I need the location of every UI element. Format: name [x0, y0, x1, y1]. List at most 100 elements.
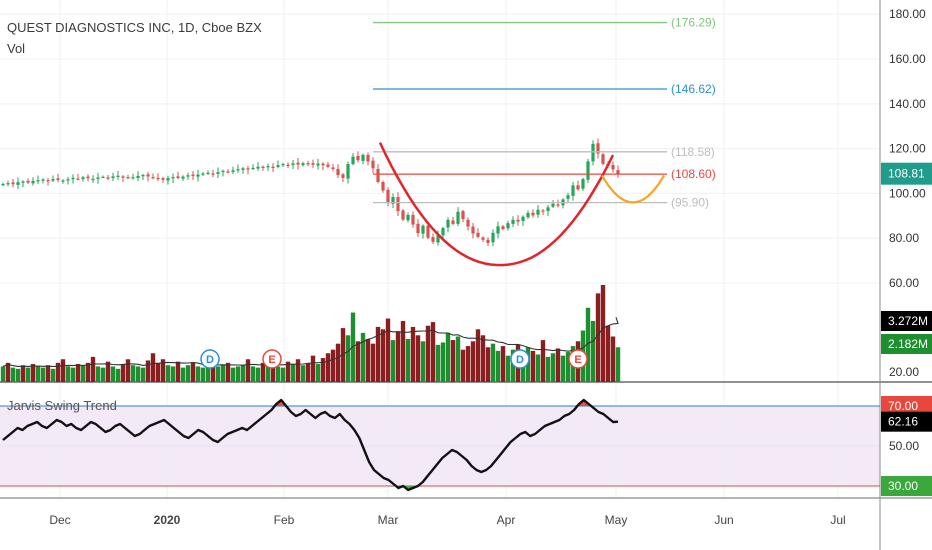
volume-bar: [140, 367, 146, 382]
candle-body: [411, 214, 415, 225]
volume-bar: [145, 360, 151, 382]
volume-bar: [160, 359, 166, 382]
event-marker-label: E: [574, 354, 581, 366]
volume-bar: [110, 366, 116, 382]
candle-body: [81, 177, 85, 180]
volume-bar: [485, 347, 491, 382]
candle-body: [501, 226, 505, 230]
volume-bar: [115, 368, 121, 382]
price-tick-label: 140.00: [889, 97, 926, 111]
volume-bar: [230, 367, 236, 382]
candle-body: [491, 232, 495, 243]
candle-body: [596, 143, 600, 154]
volume-bar: [510, 349, 516, 382]
candle-body: [166, 178, 170, 181]
candle-body: [71, 177, 75, 180]
volume-bar: [385, 318, 391, 382]
event-marker-circle: [262, 349, 282, 369]
volume-bar: [330, 349, 336, 382]
candle-body: [186, 175, 190, 177]
level-label: (146.62): [671, 82, 716, 96]
volume-bar: [400, 320, 406, 382]
candle-body: [556, 204, 560, 206]
volume-bar: [470, 341, 476, 382]
volume-bar: [210, 360, 216, 382]
volume-bar: [540, 340, 546, 382]
candle-body: [536, 209, 540, 215]
volume-bar: [260, 362, 266, 382]
volume-bar: [170, 366, 176, 382]
candle-body: [566, 195, 570, 199]
candle-body: [106, 177, 110, 179]
candle-body: [426, 225, 430, 238]
candle-body: [206, 172, 210, 175]
candle-body: [551, 203, 555, 207]
candle-body: [291, 163, 295, 165]
volume-bar: [290, 364, 296, 382]
volume-bar: [30, 364, 36, 382]
candle-body: [11, 182, 15, 185]
candle-body: [396, 196, 400, 212]
candle-body: [41, 179, 45, 181]
candle-body: [311, 163, 315, 165]
volume-bar: [60, 359, 66, 382]
candle-body: [301, 163, 305, 166]
candle-body: [366, 154, 370, 162]
volume-bar: [545, 356, 551, 382]
candle-body: [156, 177, 160, 180]
osc-last-badge-bg: [881, 411, 932, 432]
volume-bar: [315, 364, 321, 382]
candle-body: [351, 156, 355, 165]
candle-body: [266, 166, 270, 168]
volume-bar: [310, 355, 316, 382]
last-price-badge-bg: [881, 162, 932, 185]
chart-title: QUEST DIAGNOSTICS INC, 1D, Cboe BZX: [7, 20, 262, 35]
candle-body: [361, 154, 365, 161]
candle-body: [211, 173, 215, 175]
volume-bar: [420, 341, 426, 382]
volume-bar: [355, 341, 361, 382]
price-tick-label: 180.00: [889, 7, 926, 21]
candle-body: [521, 216, 525, 221]
volume-bar: [190, 362, 196, 382]
candle-body: [496, 226, 500, 234]
time-scale[interactable]: Dec 2020 Feb Mar Apr May Jun Jul: [49, 499, 932, 550]
candle-body: [376, 169, 380, 182]
volume-bar: [220, 365, 226, 382]
volume-ma-line: [2, 317, 619, 367]
price-scale[interactable]: 180.00 160.00 140.00 120.00 100.00 80.00 60.00…: [881, 7, 932, 496]
volume-bar: [535, 354, 541, 382]
candle-body: [146, 174, 150, 177]
candle-body: [356, 156, 360, 161]
volume-bar: [440, 342, 446, 382]
volume-bar: [5, 362, 11, 382]
candle-body: [451, 220, 455, 224]
volume-bar: [395, 331, 401, 382]
last-price-badge: 108.81: [888, 167, 925, 181]
candle-body: [46, 180, 50, 182]
level-label: (118.58): [671, 145, 715, 159]
event-marker-label: D: [206, 354, 214, 366]
volume-bar: [45, 365, 51, 382]
volume-bar: [590, 320, 596, 382]
volume-bar: [100, 367, 106, 382]
volume-bar: [500, 346, 506, 382]
volume-bar: [65, 366, 71, 382]
candle-body: [391, 196, 395, 204]
event-marker-label: D: [516, 354, 524, 366]
price-pane: (176.29) (146.62) (118.58) (108.60) (95.90): [1, 16, 716, 267]
volume-bar: [165, 365, 171, 382]
volume-bar: [615, 347, 621, 382]
volume-bar: [505, 355, 511, 382]
candle-body: [91, 178, 95, 181]
candle-body: [241, 168, 245, 170]
volume-bar: [405, 338, 411, 382]
candle-body: [171, 177, 175, 179]
volume-bar: [80, 365, 86, 382]
time-tick-label: Feb: [274, 513, 295, 527]
level-label: (108.60): [671, 167, 716, 181]
volume-bar: [235, 366, 241, 382]
volume-bar: [410, 326, 416, 382]
volume-bar: [495, 350, 501, 382]
